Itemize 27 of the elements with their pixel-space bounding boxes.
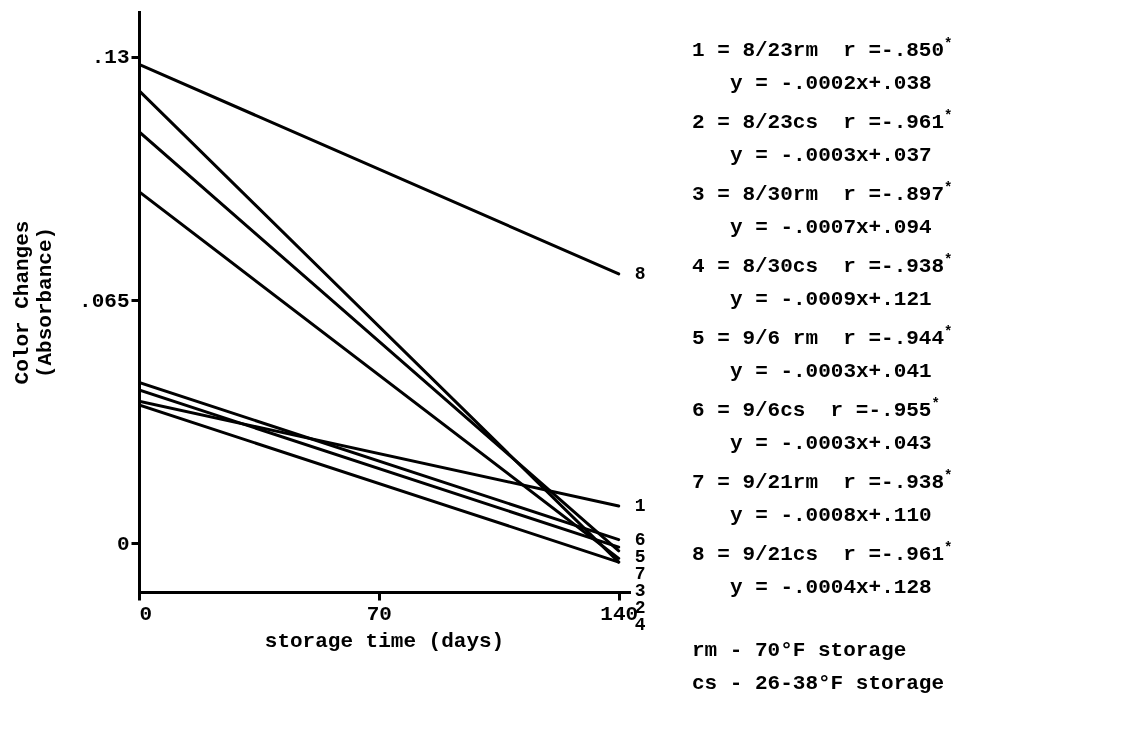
series-label: 1 xyxy=(634,495,646,516)
text: y = -.0002x+.038 xyxy=(729,71,933,97)
x-tick-label: 0 xyxy=(139,602,153,626)
text: y = -.0008x+.110 xyxy=(729,503,933,529)
text: 8 = 9/21cs r =-.961$^{*}$ xyxy=(692,539,953,568)
text: 1 = 8/23rm r =-.850$^{*}$ xyxy=(692,35,953,64)
x-axis-title: storage time (days) xyxy=(264,629,505,653)
text: y = -.0004x+.128 xyxy=(729,575,933,601)
text: 4 = 8/30cs r =-.938$^{*}$ xyxy=(692,251,953,280)
y-tick-label: .13 xyxy=(91,46,130,70)
text: 7 = 9/21rm r =-.938$^{*}$ xyxy=(692,467,953,496)
text: y = -.0003x+.041 xyxy=(729,359,933,385)
text: cs - 26-38°F storage xyxy=(692,671,946,697)
text: 2 = 8/23cs r =-.961$^{*}$ xyxy=(692,107,953,136)
series-label: 8 xyxy=(634,263,646,284)
text: y = -.0009x+.121 xyxy=(729,287,933,313)
text: 3 = 8/30rm r =-.897$^{*}$ xyxy=(692,179,953,208)
text: y = -.0003x+.037 xyxy=(729,143,933,169)
text: y = -.0007x+.094 xyxy=(729,215,933,241)
y-axis-title: Color Changes (Absorbance) xyxy=(11,220,58,385)
text: 6 = 9/6cs r =-.955$^{*}$ xyxy=(692,395,941,424)
y-tick-label: .065 xyxy=(79,289,130,313)
text: rm - 70°F storage xyxy=(692,638,908,664)
text: 5 = 9/6 rm r =-.944$^{*}$ xyxy=(692,323,953,352)
y-tick-label: 0 xyxy=(116,532,130,556)
x-tick-label: 70 xyxy=(366,602,392,626)
text: y = -.0003x+.043 xyxy=(729,431,933,457)
